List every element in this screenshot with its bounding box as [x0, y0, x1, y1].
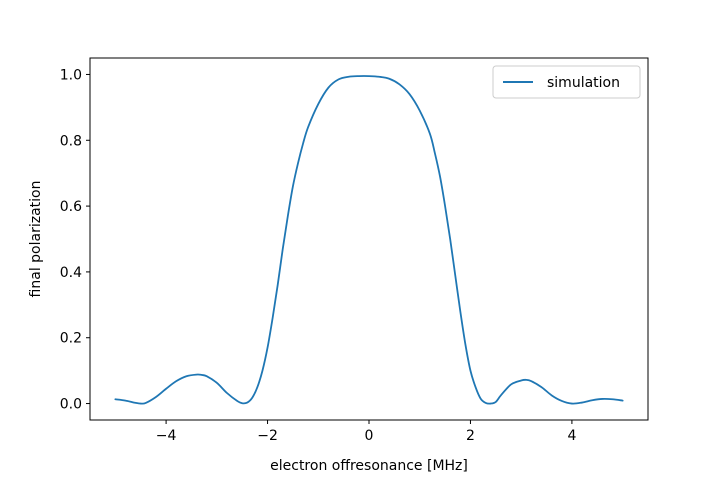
x-tick-label: −2	[257, 428, 278, 444]
x-axis-label: electron offresonance [MHz]	[270, 458, 468, 474]
y-tick-label: 0.8	[60, 133, 82, 149]
legend-box	[492, 65, 641, 99]
y-tick-label: 0.4	[60, 265, 82, 281]
x-tick-label: 4	[567, 428, 576, 444]
x-tick-label: 0	[365, 428, 374, 444]
x-tick-label: −4	[156, 428, 177, 444]
series-layer	[114, 75, 624, 405]
y-tick-label: 0.6	[60, 199, 82, 215]
axes-frame	[89, 57, 649, 421]
legend-label: simulation	[547, 75, 620, 91]
x-axis: −4 −2 0 2 4	[156, 420, 576, 444]
y-axis-label: final polarization	[28, 181, 44, 298]
series-line-simulation	[114, 75, 624, 405]
y-tick-label: 0.2	[60, 331, 82, 347]
y-tick-label: 0.0	[60, 397, 82, 413]
legend: simulation	[492, 65, 641, 99]
x-tick-label: 2	[466, 428, 475, 444]
y-axis: 0.0 0.2 0.4 0.6 0.8 1.0	[60, 67, 90, 413]
y-tick-label: 1.0	[60, 67, 82, 83]
